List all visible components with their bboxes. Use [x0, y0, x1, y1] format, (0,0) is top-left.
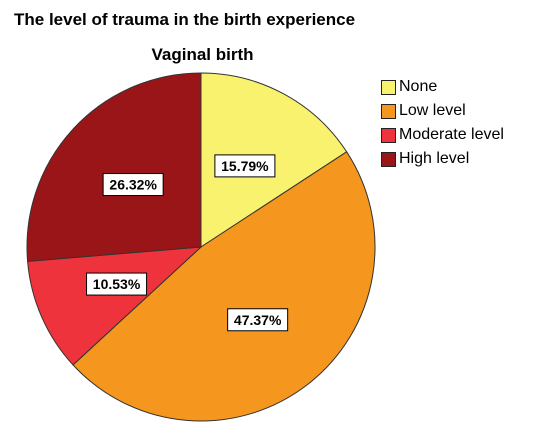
- chart-title: The level of trauma in the birth experie…: [14, 10, 356, 29]
- data-label-text: 10.53%: [93, 276, 141, 292]
- legend: None Low level Moderate level High level: [381, 75, 504, 171]
- legend-item-moderate-level: Moderate level: [381, 123, 504, 147]
- data-label-text: 47.37%: [234, 312, 282, 328]
- legend-label-low-level: Low level: [399, 102, 466, 119]
- legend-swatch-moderate-level: [381, 127, 396, 143]
- data-label-high-level: 26.32%: [102, 173, 164, 197]
- data-label-box: [86, 272, 148, 296]
- data-label-box: [214, 154, 276, 178]
- legend-label-high-level: High level: [399, 150, 470, 167]
- legend-label-moderate-level: Moderate level: [399, 126, 504, 143]
- legend-swatch-none: [381, 79, 396, 95]
- data-label-text: 15.79%: [221, 158, 269, 174]
- data-label-low-level: 47.37%: [227, 308, 289, 332]
- legend-label-none: None: [399, 78, 438, 95]
- legend-item-low-level: Low level: [381, 99, 504, 123]
- legend-swatch-high-level: [381, 151, 396, 167]
- data-label-box: [102, 173, 164, 197]
- data-label-moderate-level: 10.53%: [86, 272, 148, 296]
- data-label-none: 15.79%: [214, 154, 276, 178]
- legend-swatch-low-level: [381, 103, 396, 119]
- chart-subtitle: Vaginal birth: [151, 45, 254, 64]
- data-label-text: 26.32%: [109, 177, 157, 193]
- legend-item-high-level: High level: [381, 147, 504, 171]
- pie-slice-high-level: [26, 72, 202, 262]
- pie-slice-moderate-level: [27, 246, 203, 366]
- pie-slice-low-level: [72, 151, 376, 422]
- data-label-box: [227, 308, 289, 332]
- legend-item-none: None: [381, 75, 504, 99]
